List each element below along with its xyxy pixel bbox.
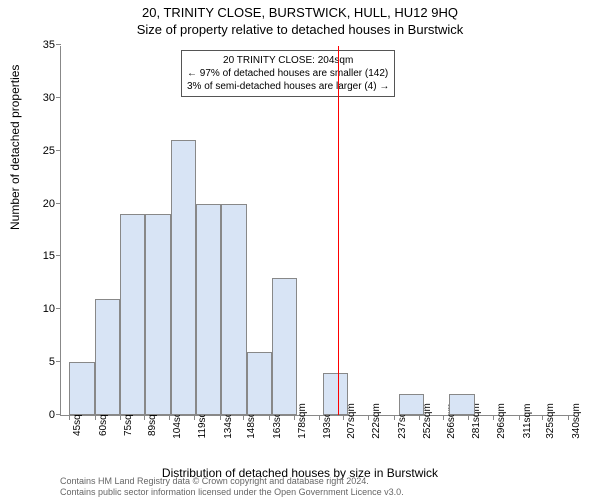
annotation-line1: 20 TRINITY CLOSE: 204sqm xyxy=(187,54,389,67)
chart-title-sub: Size of property relative to detached ho… xyxy=(0,22,600,37)
x-tick-mark xyxy=(144,415,145,420)
x-tick-label: 296sqm xyxy=(496,403,507,439)
x-tick-mark xyxy=(319,415,320,420)
histogram-bar xyxy=(247,352,272,415)
histogram-bar xyxy=(449,394,474,415)
x-tick-mark xyxy=(394,415,395,420)
x-tick-mark xyxy=(294,415,295,420)
annotation-line3: 3% of semi-detached houses are larger (4… xyxy=(187,80,389,93)
x-tick-label: 325sqm xyxy=(545,403,556,439)
x-tick-mark xyxy=(443,415,444,420)
y-tick-label: 0 xyxy=(49,409,61,421)
y-tick-label: 20 xyxy=(43,198,61,210)
histogram-bar xyxy=(196,204,221,415)
footer-note: Contains HM Land Registry data © Crown c… xyxy=(60,476,404,498)
histogram-bar xyxy=(171,140,196,415)
chart-title-main: 20, TRINITY CLOSE, BURSTWICK, HULL, HU12… xyxy=(0,5,600,20)
x-tick-label: 311sqm xyxy=(522,404,533,439)
footer-line1: Contains HM Land Registry data © Crown c… xyxy=(60,476,404,487)
x-tick-mark xyxy=(493,415,494,420)
y-tick-label: 5 xyxy=(49,356,61,368)
y-tick-label: 15 xyxy=(43,250,61,262)
x-tick-mark xyxy=(368,415,369,420)
x-tick-mark xyxy=(269,415,270,420)
y-tick-mark xyxy=(56,203,61,204)
annotation-line2: ← 97% of detached houses are smaller (14… xyxy=(187,67,389,80)
histogram-bar xyxy=(95,299,120,415)
x-tick-mark xyxy=(343,415,344,420)
histogram-bar xyxy=(145,214,170,415)
y-tick-label: 35 xyxy=(43,39,61,51)
x-tick-mark xyxy=(220,415,221,420)
histogram-bar xyxy=(323,373,348,415)
histogram-bar xyxy=(272,278,297,415)
x-tick-mark xyxy=(568,415,569,420)
x-tick-mark xyxy=(120,415,121,420)
marker-line xyxy=(338,46,339,415)
histogram-bar xyxy=(221,204,246,415)
y-tick-label: 10 xyxy=(43,303,61,315)
histogram-bar xyxy=(399,394,424,415)
histogram-bar xyxy=(69,362,94,415)
x-tick-label: 222sqm xyxy=(371,403,382,439)
y-tick-label: 30 xyxy=(43,92,61,104)
y-tick-mark xyxy=(56,97,61,98)
x-tick-label: 178sqm xyxy=(297,403,308,439)
histogram-bar xyxy=(120,214,145,415)
x-tick-mark xyxy=(69,415,70,420)
y-tick-mark xyxy=(56,150,61,151)
x-tick-mark xyxy=(95,415,96,420)
footer-line2: Contains public sector information licen… xyxy=(60,487,404,498)
x-tick-label: 340sqm xyxy=(571,403,582,439)
x-tick-mark xyxy=(194,415,195,420)
y-tick-mark xyxy=(56,361,61,362)
x-tick-mark xyxy=(243,415,244,420)
annotation-box: 20 TRINITY CLOSE: 204sqm ← 97% of detach… xyxy=(181,50,395,97)
x-tick-mark xyxy=(169,415,170,420)
x-tick-mark xyxy=(519,415,520,420)
x-tick-mark xyxy=(468,415,469,420)
y-tick-label: 25 xyxy=(43,145,61,157)
chart-container: 20, TRINITY CLOSE, BURSTWICK, HULL, HU12… xyxy=(0,0,600,500)
y-tick-mark xyxy=(56,44,61,45)
plot-area: 20 TRINITY CLOSE: 204sqm ← 97% of detach… xyxy=(60,46,575,416)
y-tick-mark xyxy=(56,414,61,415)
y-tick-mark xyxy=(56,255,61,256)
x-tick-mark xyxy=(419,415,420,420)
y-tick-mark xyxy=(56,308,61,309)
y-axis-label: Number of detached properties xyxy=(8,65,22,230)
x-tick-mark xyxy=(542,415,543,420)
